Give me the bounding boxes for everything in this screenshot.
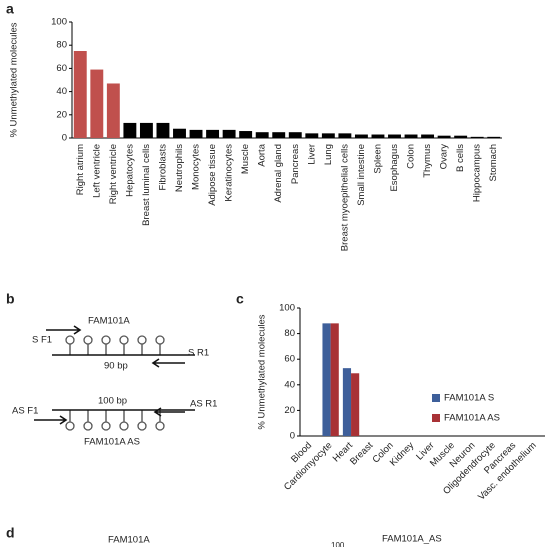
bar xyxy=(139,122,153,138)
bar xyxy=(388,134,401,138)
bar xyxy=(322,323,331,436)
amplicon-size: 100 bp xyxy=(98,396,127,407)
bar xyxy=(305,133,319,138)
bar xyxy=(470,136,484,138)
y-tick-label: 40 xyxy=(56,86,67,97)
bar xyxy=(404,134,418,138)
x-tick-label: Neutrophils xyxy=(174,144,185,192)
bar xyxy=(321,133,335,138)
x-tick-label: Breast xyxy=(348,440,375,467)
x-tick-label: Right atrium xyxy=(75,144,86,195)
primer-diagram: S F1 FAM101A S R1 90 bp 100 bp AS R1 AS … xyxy=(12,316,217,448)
bar xyxy=(222,129,236,138)
bar xyxy=(330,323,339,436)
x-tick-label: Muscle xyxy=(240,144,251,174)
x-tick-label: Adrenal gland xyxy=(273,144,284,203)
panel-label: a xyxy=(6,1,14,17)
y-tick-label: 20 xyxy=(56,109,67,120)
panel-label: b xyxy=(6,291,15,307)
y-axis-label: % Unmethylated molecules xyxy=(257,314,268,429)
bar xyxy=(156,122,170,138)
x-tick-label: Spleen xyxy=(372,144,383,174)
bar xyxy=(487,136,501,138)
y-tick-label: 60 xyxy=(284,354,295,365)
y-tick-label: 20 xyxy=(284,405,295,416)
x-tick-label: Small intestine xyxy=(356,144,367,206)
bar xyxy=(106,83,120,138)
bar xyxy=(421,134,435,138)
x-tick-label: Pancreas xyxy=(290,144,301,184)
x-tick-label: Stomach xyxy=(488,144,499,182)
panel-label: d xyxy=(6,525,15,541)
x-tick-label: Lung xyxy=(323,144,334,165)
bar xyxy=(272,132,286,138)
y-tick-label: 100 xyxy=(331,541,345,547)
bar xyxy=(454,135,468,138)
x-tick-label: Liver xyxy=(306,144,317,165)
primer-label: AS F1 xyxy=(12,406,38,417)
x-tick-label: Keratinocytes xyxy=(224,144,235,202)
amplicon-size: 90 bp xyxy=(104,361,128,372)
bar xyxy=(437,135,451,138)
x-tick-label: Hippocampus xyxy=(472,144,483,202)
y-tick-label: 100 xyxy=(279,303,295,314)
bar xyxy=(189,129,203,138)
legend-label: FAM101A AS xyxy=(444,413,500,424)
panel-title: FAM101A xyxy=(108,535,150,546)
y-axis-label: % Unmethylated molecules xyxy=(9,22,20,137)
y-tick-label: 0 xyxy=(290,431,295,442)
legend-swatch xyxy=(432,414,440,422)
y-tick-label: 40 xyxy=(284,379,295,390)
x-tick-label: Esophagus xyxy=(389,144,400,192)
bar xyxy=(354,134,368,138)
x-tick-label: Aorta xyxy=(257,143,268,166)
bar xyxy=(255,132,269,138)
primer-label: AS R1 xyxy=(190,399,217,410)
bar xyxy=(338,133,352,138)
bar xyxy=(206,129,220,138)
x-tick-label: Monocytes xyxy=(191,144,202,190)
bar xyxy=(351,373,360,436)
arrow xyxy=(151,358,185,368)
cpg-sites xyxy=(65,410,165,431)
panel-label: c xyxy=(236,291,244,307)
arrow xyxy=(46,325,82,335)
x-tick-label: Left ventricle xyxy=(91,144,102,198)
y-tick-label: 60 xyxy=(56,63,67,74)
x-tick-label: Adipose tissue xyxy=(207,144,218,206)
y-tick-label: 100 xyxy=(51,17,67,28)
panel-title: FAM101A_AS xyxy=(382,534,442,545)
bar xyxy=(342,368,352,436)
bar xyxy=(90,69,104,138)
x-tick-label: B cells xyxy=(455,144,466,172)
primer-label: S R1 xyxy=(188,348,209,359)
x-tick-label: Fibroblasts xyxy=(157,144,168,191)
bar xyxy=(371,134,385,138)
cpg-sites xyxy=(65,335,165,355)
x-tick-label: Breast luminal cells xyxy=(141,144,152,226)
x-tick-label: Breast myoepithelial cells xyxy=(339,144,350,251)
bar xyxy=(288,132,302,138)
arrow xyxy=(34,415,68,425)
x-tick-label: Colon xyxy=(406,144,417,169)
bar xyxy=(173,128,186,138)
x-tick-label: Kidney xyxy=(388,440,416,468)
x-tick-label: Right ventricle xyxy=(108,144,119,204)
bar xyxy=(73,51,87,138)
legend-label: FAM101A S xyxy=(444,393,494,404)
y-tick-label: 80 xyxy=(56,40,67,51)
primer-label: S F1 xyxy=(32,335,52,346)
amplicon-title: FAM101A xyxy=(88,316,130,327)
legend-swatch xyxy=(432,394,440,402)
x-tick-label: Hepatocytes xyxy=(124,144,135,197)
x-tick-label: Ovary xyxy=(439,144,450,170)
bar xyxy=(123,122,137,138)
y-tick-label: 0 xyxy=(62,133,67,144)
y-tick-label: 80 xyxy=(284,328,295,339)
amplicon-title: FAM101A AS xyxy=(84,437,140,448)
x-tick-label: Thymus xyxy=(422,144,433,178)
bar xyxy=(239,131,253,138)
